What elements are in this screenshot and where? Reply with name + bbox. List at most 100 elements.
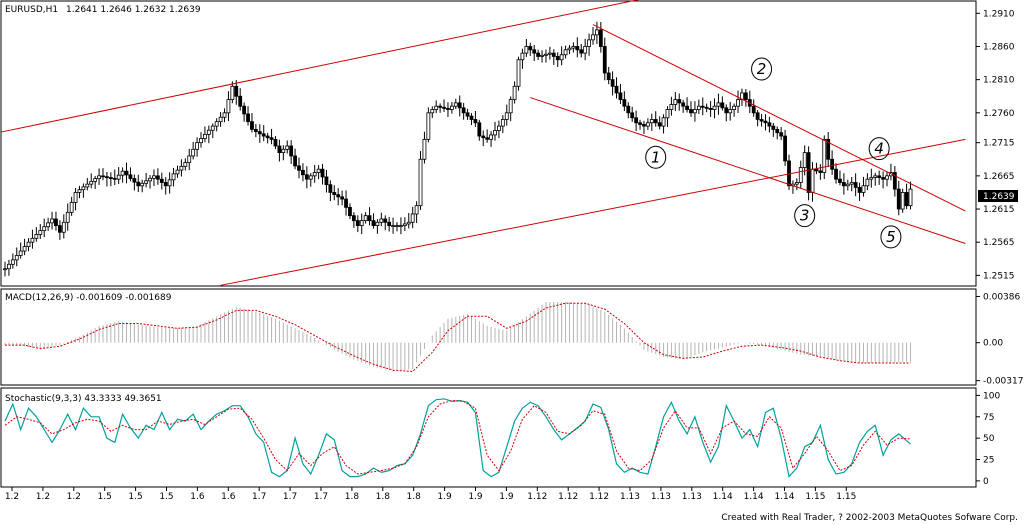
candle [395,222,399,232]
candle-body [516,59,521,87]
candle-body [446,108,450,110]
candle-body [108,177,113,179]
x-tick-label: 1.8 [376,492,391,502]
candle-body [622,99,627,107]
candle [485,129,490,143]
candle-body [512,85,517,100]
candle [50,211,54,230]
candle-body [461,107,466,114]
candle-body [105,176,109,179]
candle [18,242,23,259]
candle [89,173,94,189]
candle-body [410,213,415,223]
candle [422,131,427,164]
candle [857,182,862,202]
y-tick-label: 0.00386 [983,292,1020,302]
candle-body [696,105,701,110]
candle [673,91,678,112]
candle-body [481,135,486,139]
wave-number: 3 [800,207,810,225]
candle [587,33,591,56]
candle [246,106,250,126]
candle [771,122,776,137]
candle-body [391,225,395,228]
candle [34,227,39,242]
candle [708,101,713,117]
x-tick-label: 1.5 [128,492,142,502]
trend-line [592,24,966,212]
candle [767,116,772,133]
candle [42,218,47,238]
candle [634,110,639,132]
candle-body [814,168,819,172]
candle [881,171,885,189]
candle-body [50,218,54,224]
candle [218,112,223,127]
candle-body [669,104,674,110]
candle-body [316,168,321,173]
candle [794,178,799,191]
candle-body [877,175,882,178]
candle-body [457,102,462,109]
x-tick-label: 1.2 [5,492,19,502]
y-tick-label: 1.2715 [983,139,1015,149]
candle-body [838,178,842,183]
x-tick-label: 1.8 [407,492,422,502]
candle [649,113,654,131]
candle-body [434,105,439,110]
candle [320,163,325,185]
candle [598,21,603,53]
candle-body [277,145,282,154]
candle-body [602,46,607,74]
candle-body [206,129,211,135]
candle-body [885,175,889,180]
candle-body [383,218,388,223]
trend-line [0,0,640,133]
candle-body [312,172,317,177]
x-tick-label: 1.9 [468,492,483,502]
x-tick-label: 1.2 [67,492,81,502]
candle-body [297,165,301,171]
y-tick-label: -0.00317 [983,377,1023,387]
macd-signal-path [5,302,911,372]
wave-label: 2 [751,57,773,81]
candle-body [618,92,623,100]
y-tick-label: 1.2810 [983,76,1015,86]
candle [30,229,35,249]
candle [508,96,513,122]
footer-credit: Created with Real Trader, ? 2002-2003 Me… [721,513,1018,523]
candle [532,44,537,62]
x-tick-label: 1.2 [36,492,50,502]
candle-body [845,183,850,187]
candle-body [453,102,458,107]
candle [571,42,576,53]
candle [606,66,611,85]
candle [171,167,176,187]
candle [93,175,98,190]
candle [242,102,247,122]
candle-body [763,120,768,124]
candle [661,114,666,134]
candle-body [547,52,552,55]
candle [14,247,19,267]
candle-body [73,192,78,203]
candle [892,166,897,197]
y-tick-label: 50 [983,434,995,444]
candle-body [755,112,760,120]
candle-body [152,175,156,179]
candle [489,131,493,147]
candle-body [653,119,658,124]
candle [493,121,497,141]
candle [802,145,807,176]
candle-body [399,225,403,228]
candle [497,120,501,139]
x-tick-label: 1.9 [437,492,452,502]
candle-body [465,112,470,117]
x-tick-label: 1.9 [499,492,514,502]
macd-panel [0,288,977,386]
y-tick-label: 1.2760 [983,109,1015,119]
candle-body [7,263,11,270]
candle-body [265,135,270,139]
candle-body [375,221,380,227]
candle [900,188,905,213]
